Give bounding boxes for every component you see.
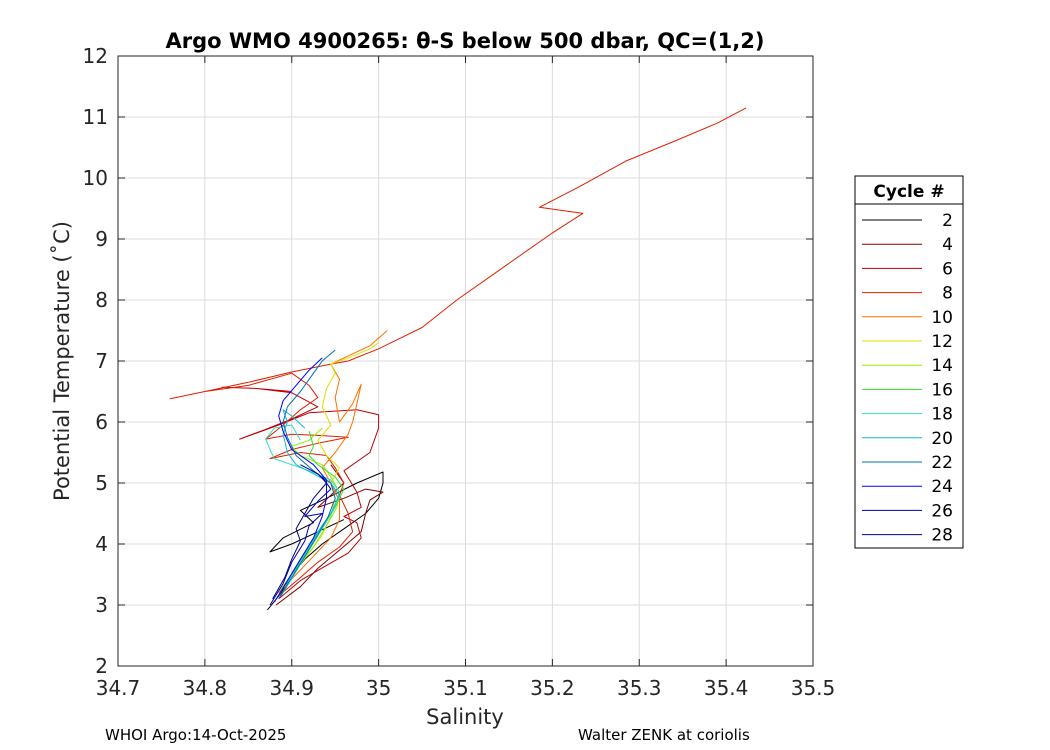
series-line-cycle-6 xyxy=(221,386,380,600)
y-axis-label: Potential Temperature (˚C) xyxy=(50,221,74,501)
legend-label-cycle-26: 26 xyxy=(931,501,953,521)
plot-frame xyxy=(117,55,814,667)
x-tick-label: 35.2 xyxy=(530,676,575,700)
legend-label-cycle-22: 22 xyxy=(931,453,953,473)
y-tick-label: 5 xyxy=(95,471,108,495)
grid xyxy=(117,55,814,667)
series-line-cycle-22 xyxy=(278,349,336,600)
x-tick-label: 35.5 xyxy=(791,676,836,700)
legend-label-cycle-6: 6 xyxy=(942,259,953,279)
legend-label-cycle-14: 14 xyxy=(931,356,953,376)
legend-label-cycle-20: 20 xyxy=(931,429,953,449)
legend-label-cycle-8: 8 xyxy=(942,284,953,304)
x-tick-labels: 34.7 34.8 34.9 35 35.1 35.2 35.3 35.4 35.5 xyxy=(96,676,836,700)
legend-label-cycle-10: 10 xyxy=(931,308,953,328)
x-tick-label: 35 xyxy=(366,676,391,700)
legend-label-cycle-28: 28 xyxy=(931,526,953,546)
y-tick-label: 6 xyxy=(95,410,108,434)
series-line-cycle-8 xyxy=(169,107,747,597)
legend-label-cycle-16: 16 xyxy=(931,380,953,400)
chart-title: Argo WMO 4900265: θ-S below 500 dbar, QC… xyxy=(166,29,765,53)
x-tick-label: 35.1 xyxy=(443,676,488,700)
legend-label-cycle-24: 24 xyxy=(931,477,953,497)
legend-label-cycle-2: 2 xyxy=(942,211,953,231)
legend-label-cycle-12: 12 xyxy=(931,332,953,352)
y-tick-label: 7 xyxy=(95,349,108,373)
y-tick-label: 4 xyxy=(95,532,108,556)
series-line-cycle-4 xyxy=(275,464,384,606)
legend-label-cycle-4: 4 xyxy=(942,235,953,255)
x-tick-label: 35.4 xyxy=(704,676,749,700)
series-line-cycle-26 xyxy=(269,476,332,606)
x-tick-label: 34.7 xyxy=(96,676,141,700)
series-line-cycle-18 xyxy=(265,424,340,594)
x-tick-label: 34.9 xyxy=(269,676,314,700)
series-line-cycle-28 xyxy=(272,464,327,600)
y-tick-label: 2 xyxy=(95,654,108,678)
series-line-cycle-16 xyxy=(280,431,345,591)
series-line-cycle-12 xyxy=(278,342,379,592)
series-group xyxy=(169,107,747,611)
series-line-cycle-24 xyxy=(273,357,327,603)
y-tick-labels: 2 3 4 5 6 7 8 9 10 11 12 xyxy=(83,44,108,678)
x-tick-label: 34.8 xyxy=(183,676,228,700)
x-axis-label: Salinity xyxy=(426,705,504,729)
legend-title: Cycle # xyxy=(873,182,944,202)
series-line-cycle-20 xyxy=(280,409,340,597)
y-tick-label: 9 xyxy=(95,227,108,251)
y-tick-label: 12 xyxy=(83,44,108,68)
x-tick-label: 35.3 xyxy=(617,676,662,700)
y-tick-label: 8 xyxy=(95,288,108,312)
y-tick-label: 11 xyxy=(83,105,108,129)
y-tick-label: 10 xyxy=(83,166,108,190)
series-line-cycle-14 xyxy=(280,427,340,591)
footer-left: WHOI Argo:14-Oct-2025 xyxy=(105,726,287,744)
legend-label-cycle-18: 18 xyxy=(931,405,953,425)
series-line-cycle-2 xyxy=(267,471,384,611)
footer-right: Walter ZENK at coriolis xyxy=(578,726,750,744)
y-tick-label: 3 xyxy=(95,593,108,617)
